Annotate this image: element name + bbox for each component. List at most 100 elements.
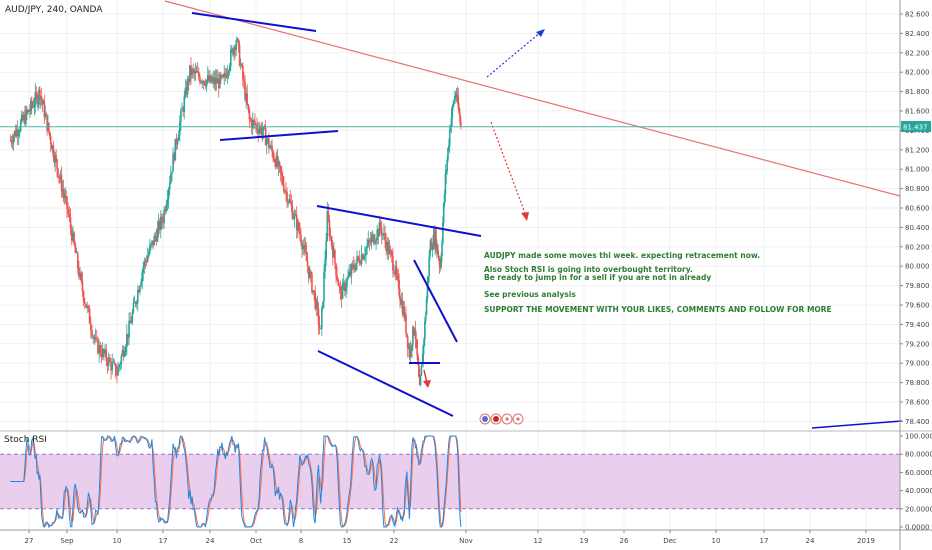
candle [457, 95, 460, 108]
wedge-upper-trendline[interactable] [316, 205, 482, 237]
time-axis[interactable]: 27 Sep 10 17 24 Oct 8 15 22 Nov 12 19 26 Dec 10 17 24 201… [25, 530, 875, 545]
candle [442, 222, 444, 244]
time-tick-label: 2019 [857, 537, 875, 545]
candle [214, 77, 217, 85]
symbol-label[interactable]: AUD/JPY, 240, OANDA [5, 5, 103, 15]
candle [448, 145, 450, 149]
candle [217, 78, 220, 89]
resistance-trendline[interactable] [164, 0, 901, 197]
candle [139, 286, 141, 292]
candle [424, 314, 427, 322]
candle [221, 75, 223, 78]
candle [262, 126, 265, 131]
candle [422, 345, 424, 363]
candle [296, 222, 299, 231]
candle [376, 229, 379, 240]
candle [384, 232, 386, 241]
candle [134, 302, 137, 305]
candle [428, 256, 430, 277]
breakout-trendline[interactable] [413, 259, 458, 343]
candle [74, 244, 77, 253]
candle [228, 65, 231, 72]
price-tick-label: 80.600 [905, 205, 930, 213]
candle [147, 252, 150, 257]
candle [419, 375, 422, 386]
candle [448, 130, 451, 146]
candle [94, 337, 97, 340]
candle [104, 349, 106, 354]
candle [432, 234, 435, 250]
candle [357, 256, 359, 259]
bearish-projection-arrow[interactable] [490, 121, 527, 217]
candle [176, 140, 179, 145]
price-tag [901, 121, 931, 132]
candle [245, 93, 247, 100]
candle [146, 256, 149, 262]
flag-icon [482, 416, 488, 422]
candle [435, 230, 437, 250]
candle [315, 300, 318, 309]
future-trendline[interactable] [811, 420, 903, 429]
candle [406, 333, 408, 336]
candle [389, 248, 392, 252]
candle [190, 65, 192, 76]
candle [454, 93, 457, 97]
candle [287, 202, 289, 203]
neckline-trendline[interactable] [219, 130, 339, 141]
candle [200, 81, 202, 83]
candle [329, 236, 332, 237]
time-tick-label: 26 [620, 537, 629, 545]
candle [43, 101, 46, 118]
candle [458, 107, 460, 114]
candle [100, 353, 103, 358]
candle [382, 234, 384, 236]
candle [418, 364, 420, 377]
candle [288, 199, 291, 203]
candle [266, 138, 269, 141]
candle [223, 72, 226, 78]
time-tick-label: Dec [663, 537, 677, 545]
candle [119, 363, 122, 366]
candle [226, 73, 229, 78]
candle [160, 216, 162, 230]
price-tick-label: 82.400 [905, 30, 930, 38]
candle [199, 76, 201, 83]
candle [427, 276, 430, 283]
candle [322, 301, 324, 308]
candle [396, 274, 399, 276]
candle [231, 48, 233, 51]
candle [212, 77, 215, 80]
top-trendline[interactable] [191, 12, 317, 32]
candle [201, 81, 203, 84]
candle [234, 47, 236, 50]
candle [328, 220, 331, 237]
candle [289, 199, 292, 203]
candle [49, 136, 52, 145]
stoch-tick-label: 20.0000 [905, 505, 932, 513]
candle [459, 113, 461, 122]
candle [406, 335, 409, 348]
candle [290, 202, 293, 207]
candle [202, 81, 205, 84]
candle [49, 132, 51, 137]
time-tick-label: 22 [390, 537, 399, 545]
stoch-axis[interactable]: 100.0000 80.0000 60.0000 40.0000 20.0000 0.00… [900, 433, 932, 532]
candle [68, 213, 71, 218]
candle [132, 302, 135, 313]
candle [63, 193, 66, 198]
candle [25, 109, 27, 124]
candle [321, 307, 323, 329]
candle [347, 275, 349, 279]
candle [154, 235, 157, 237]
candle [26, 109, 28, 113]
indicator-label[interactable]: Stoch RSI [4, 435, 47, 445]
candle [337, 279, 340, 286]
candle [39, 96, 42, 100]
candlestick-series [9, 36, 462, 387]
candle [13, 131, 16, 137]
candle [327, 211, 330, 221]
candle [412, 326, 415, 335]
wedge-lower-trendline[interactable] [317, 350, 454, 417]
candle [349, 271, 352, 276]
